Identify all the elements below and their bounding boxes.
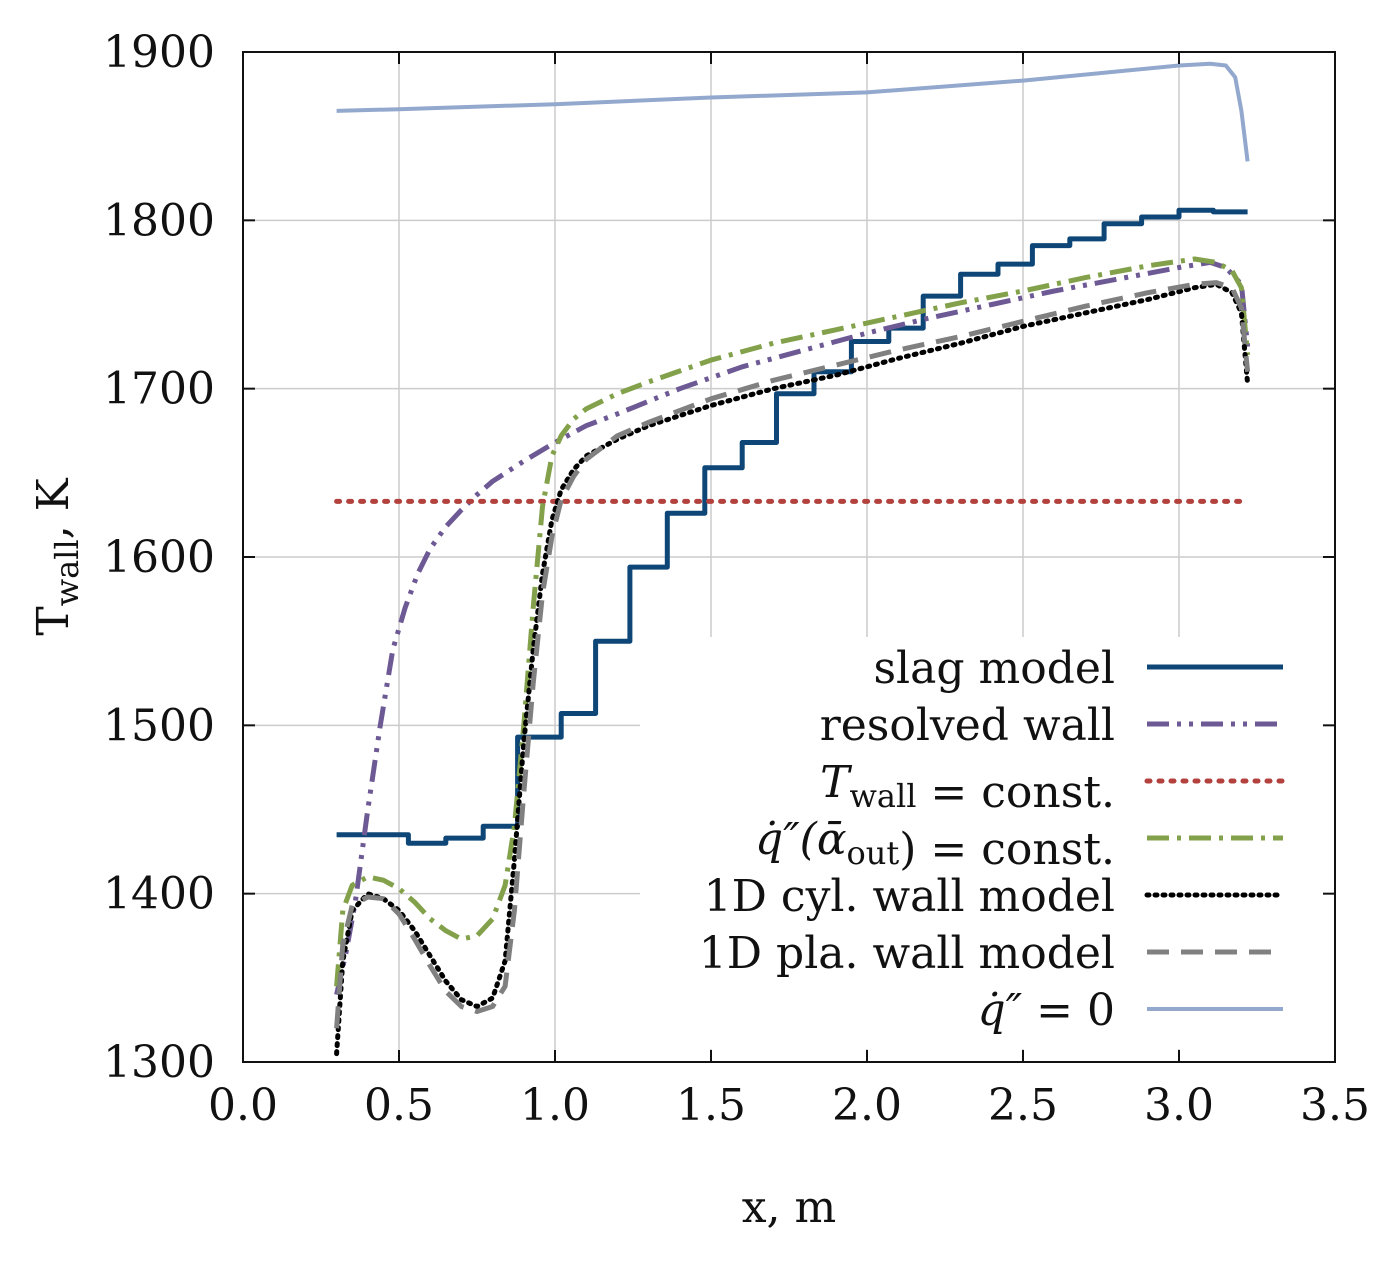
grid — [243, 52, 1335, 1062]
x-tick-label: 0.0 — [208, 1080, 278, 1131]
ticks: 0.0 0.5 1.0 1.5 2.0 2.5 3.0 3.5 1300 1400 1500 1600… — [103, 27, 1370, 1131]
y-axis-label-main: T — [28, 606, 79, 635]
x-axis-label: x, m — [742, 1182, 837, 1233]
legend-label-t-wall-const: Twall = const. — [820, 757, 1115, 818]
y-tick-label: 1400 — [103, 869, 215, 920]
y-tick-label: 1700 — [103, 364, 215, 415]
x-tick-label: 2.5 — [988, 1080, 1058, 1131]
y-axis-label-unit: , K — [28, 477, 79, 539]
y-axis-label-sub: wall — [48, 539, 86, 606]
x-tick-label: 0.5 — [364, 1080, 434, 1131]
x-tick-label: 1.0 — [520, 1080, 590, 1131]
x-tick-label: 1.5 — [676, 1080, 746, 1131]
y-tick-label: 1800 — [103, 195, 215, 246]
series-line-1d-cyl-wall-model — [334, 281, 1251, 1057]
legend-background — [640, 637, 1331, 1049]
legend-label-1d-pla-wall-model: 1D pla. wall model — [699, 928, 1115, 979]
series-line-1d-pla-wall-model — [334, 280, 1251, 1029]
y-tick-label: 1600 — [103, 532, 215, 583]
series-line-slag-model — [336, 207, 1248, 846]
x-tick-label: 2.0 — [832, 1080, 902, 1131]
legend-label-q-0: q̇″ = 0 — [978, 985, 1115, 1036]
legend-label-resolved-wall: resolved wall — [820, 700, 1115, 751]
legend-label-1d-cyl-wall-model: 1D cyl. wall model — [704, 871, 1115, 922]
x-tick-label: 3.5 — [1300, 1080, 1370, 1131]
y-axis-label: Twall, K — [28, 477, 86, 635]
series-line-q-0 — [336, 61, 1250, 162]
y-tick-label: 1900 — [103, 27, 215, 78]
legend-label-q-alpha-out-const: q̇″(ᾱout) = const. — [755, 814, 1115, 875]
series-line-q-alpha-out-const — [334, 256, 1251, 987]
series-line-resolved-wall — [334, 259, 1251, 996]
y-tick-label: 1500 — [103, 700, 215, 751]
x-tick-label: 3.0 — [1144, 1080, 1214, 1131]
y-tick-label: 1300 — [103, 1037, 215, 1088]
series-layer — [334, 61, 1251, 1057]
legend-label-slag-model: slag model — [873, 643, 1115, 694]
